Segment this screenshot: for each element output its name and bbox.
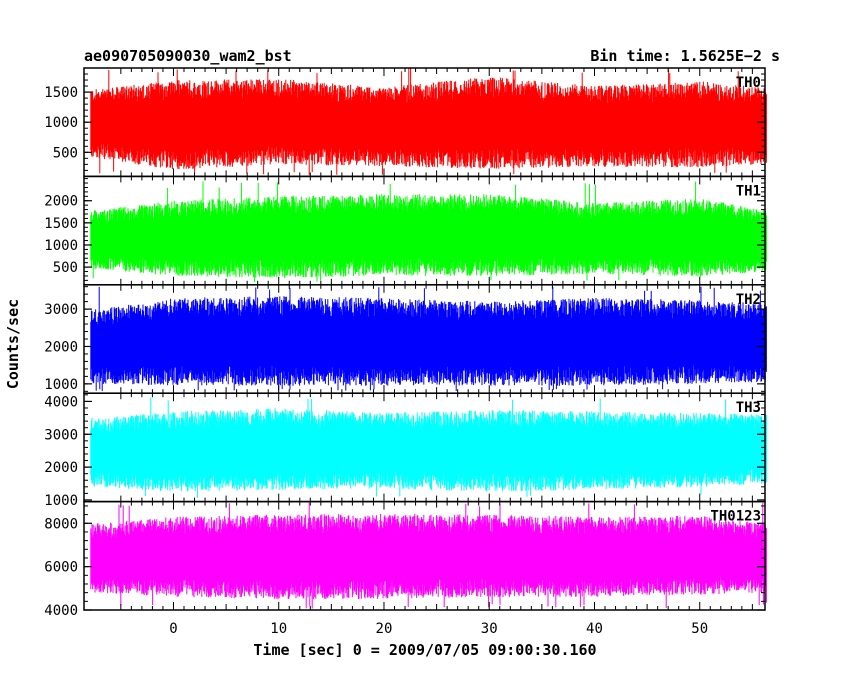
y-tick-label: 1000 (44, 377, 78, 393)
y-tick-label: 8000 (44, 516, 78, 532)
y-tick-label: 3000 (44, 302, 78, 318)
chart-title: ae090705090030_wam2_bst (84, 47, 292, 65)
x-tick-label: 50 (691, 621, 708, 637)
y-tick-label: 4000 (44, 394, 78, 410)
panel-frame (83, 500, 766, 611)
x-axis-label: Time [sec] 0 = 2009/07/05 09:00:30.160 (253, 641, 596, 659)
y-tick-label: 2000 (44, 339, 78, 355)
x-tick-label: 20 (376, 621, 393, 637)
y-tick-label: 1500 (44, 85, 78, 101)
panel-th0123: 4000 6000 8000 TH0123 (44, 500, 767, 619)
y-axis-label: Counts/sec (4, 299, 22, 389)
series-label: TH2 (736, 292, 761, 308)
y-tick-label: 1000 (44, 238, 78, 254)
series-th3 (90, 397, 767, 498)
panel-th1: 500 1000 1500 2000 TH1 (44, 175, 767, 286)
panels: 500 1000 1500 TH0 500 1000 1500 2000 TH1 1000 2000… (44, 67, 767, 619)
series-label: TH0 (736, 75, 761, 91)
bin-time-label: Bin time: 1.5625E−2 s (590, 47, 780, 65)
panel-th2: 1000 2000 3000 TH2 (44, 284, 767, 394)
series-th0123 (90, 502, 767, 609)
x-tick-label: 30 (481, 621, 498, 637)
x-tick-label: 0 (169, 621, 177, 637)
series-label: TH0123 (710, 509, 761, 525)
series-th0 (90, 68, 767, 176)
y-tick-label: 3000 (44, 427, 78, 443)
panel-th3: 1000 2000 3000 4000 TH3 (44, 392, 767, 509)
series-th1 (90, 181, 767, 283)
y-tick-label: 2000 (44, 194, 78, 210)
y-tick-label: 4000 (44, 603, 78, 619)
y-tick-label: 500 (53, 145, 78, 161)
x-tick-label: 10 (270, 621, 287, 637)
panel-th0: 500 1000 1500 TH0 (44, 67, 767, 178)
x-tick-label: 40 (586, 621, 603, 637)
y-tick-label: 1000 (44, 115, 78, 131)
y-tick-label: 1000 (44, 493, 78, 509)
y-tick-label: 2000 (44, 460, 78, 476)
y-tick-label: 6000 (44, 560, 78, 576)
y-tick-label: 500 (53, 260, 78, 276)
x-axis: 0 10 20 30 40 50 (169, 621, 708, 637)
series-th2 (90, 286, 767, 391)
series-label: TH3 (736, 400, 761, 416)
y-tick-label: 1500 (44, 216, 78, 232)
series-label: TH1 (736, 183, 761, 199)
